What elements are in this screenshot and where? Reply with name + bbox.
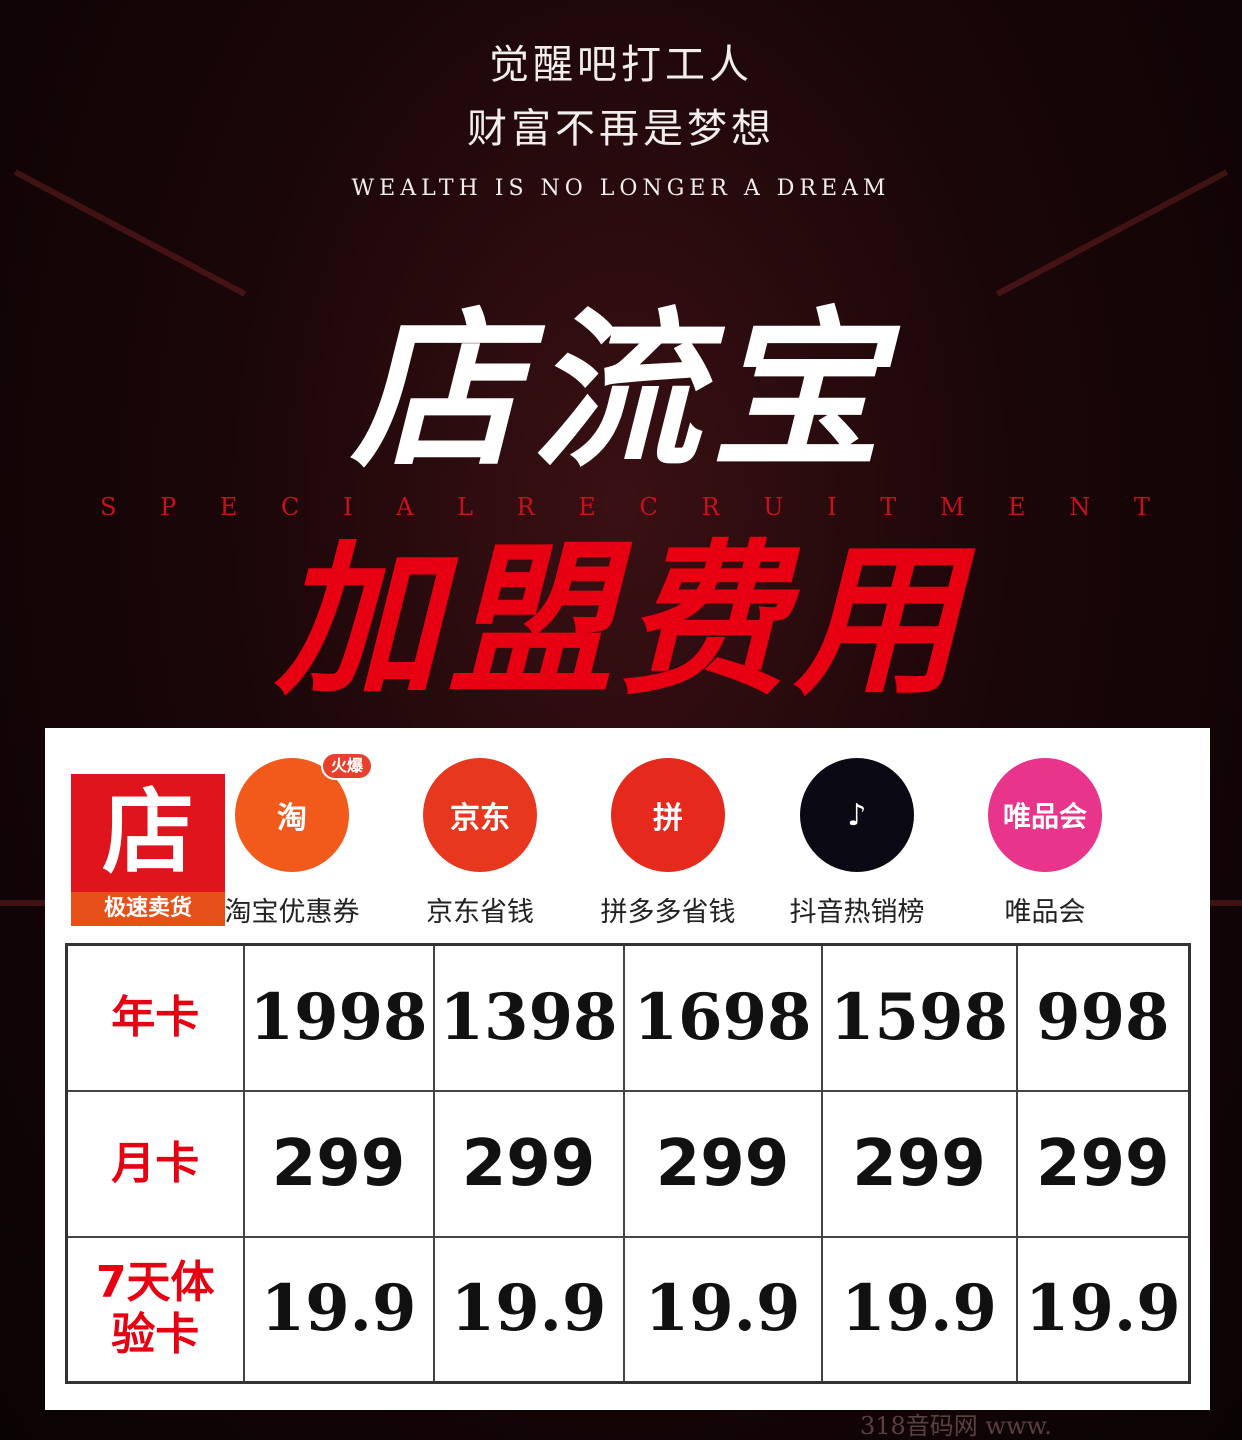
douyin-icon: ♪ bbox=[800, 758, 914, 872]
row-label: 7天体验卡 bbox=[65, 1235, 245, 1384]
subtitle-letter: E bbox=[1008, 493, 1026, 521]
table-row: 7天体验卡 19.9 19.9 19.9 19.9 19.9 bbox=[65, 1235, 1191, 1384]
subtitle-letter: A bbox=[396, 493, 414, 521]
subtitle-letter: R bbox=[701, 493, 720, 521]
icon-glyph: 唯品会 bbox=[1002, 800, 1087, 833]
icon-glyph: ♪ bbox=[847, 797, 867, 833]
platform-label: 淘宝优惠券 bbox=[224, 897, 360, 928]
subtitle-letter: S bbox=[100, 493, 117, 521]
brand-logo: 店 极速卖货 bbox=[71, 774, 225, 926]
price-table: 年卡 1998 1398 1698 1598 998 月卡 299 299 299 299 299 7天… bbox=[65, 943, 1191, 1384]
platform-label: 唯品会 bbox=[1004, 897, 1086, 928]
price-cell: 299 bbox=[1015, 1089, 1191, 1238]
table-row: 年卡 1998 1398 1698 1598 998 bbox=[65, 943, 1191, 1092]
watermark: 318音码网 www. bbox=[860, 1412, 1052, 1440]
subtitle-letter: T bbox=[1133, 493, 1150, 521]
platform-label: 拼多多省钱 bbox=[600, 897, 736, 928]
platform-label: 抖音热销榜 bbox=[789, 897, 925, 928]
subtitle-letter: U bbox=[763, 493, 784, 521]
platform-pinduoduo: 拼拼多多省钱 bbox=[578, 758, 758, 930]
platform-label: 京东省钱 bbox=[426, 897, 534, 928]
subtitle-letter: C bbox=[639, 493, 658, 521]
price-cell: 1698 bbox=[622, 943, 823, 1092]
icon-glyph: 拼 bbox=[653, 801, 683, 836]
subtitle-letter: E bbox=[219, 493, 238, 521]
vipshop-icon: 唯品会 bbox=[988, 758, 1102, 872]
platform-taobao: 淘火爆淘宝优惠券 bbox=[202, 752, 382, 930]
table-row: 月卡 299 299 299 299 299 bbox=[65, 1089, 1191, 1238]
subtitle-letter: L bbox=[457, 493, 474, 521]
price-cell: 1998 bbox=[242, 943, 435, 1092]
row-label: 年卡 bbox=[65, 943, 245, 1092]
slogan-line-1: 觉醒吧打工人 bbox=[489, 42, 753, 88]
price-cell: 19.9 bbox=[432, 1235, 625, 1384]
price-cell: 19.9 bbox=[242, 1235, 435, 1384]
product-title: 店流宝 bbox=[350, 293, 891, 491]
brand-tagline: 极速卖货 bbox=[71, 892, 225, 926]
slogan-line-2: 财富不再是梦想 bbox=[467, 106, 775, 152]
subtitle-letter: I bbox=[827, 493, 837, 521]
jd-icon: 京东 bbox=[423, 758, 537, 872]
price-cell: 1398 bbox=[432, 943, 625, 1092]
icon-glyph: 京东 bbox=[450, 801, 510, 836]
subtitle-letter: E bbox=[578, 493, 596, 521]
price-cell: 299 bbox=[820, 1089, 1018, 1238]
fee-title: 加盟费用 bbox=[275, 525, 967, 717]
row-label: 月卡 bbox=[65, 1089, 245, 1238]
price-cell: 299 bbox=[622, 1089, 823, 1238]
subtitle-letter: P bbox=[160, 493, 177, 521]
platform-jd: 京东 京东省钱 bbox=[390, 758, 570, 930]
platform-douyin: ♪ 抖音热销榜 bbox=[767, 758, 947, 930]
pinduoduo-icon: 拼 bbox=[611, 758, 725, 872]
hot-badge: 火爆 bbox=[320, 752, 373, 780]
subtitle-letter: I bbox=[343, 493, 353, 521]
price-cell: 19.9 bbox=[1015, 1235, 1191, 1384]
subtitle-letter: T bbox=[880, 493, 897, 521]
slogan-english: WEALTH IS NO LONGER A DREAM bbox=[351, 176, 891, 201]
subtitle-letter: N bbox=[1069, 493, 1091, 521]
brand-logo-char: 店 bbox=[101, 779, 194, 886]
price-cell: 998 bbox=[1015, 943, 1191, 1092]
subtitle-letter: C bbox=[281, 493, 300, 521]
price-cell: 1598 bbox=[820, 943, 1018, 1092]
price-cell: 19.9 bbox=[820, 1235, 1018, 1384]
price-cell: 19.9 bbox=[622, 1235, 823, 1384]
price-cell: 299 bbox=[242, 1089, 435, 1238]
subtitle-letter: R bbox=[516, 493, 535, 521]
subtitle-letter: M bbox=[939, 493, 965, 521]
price-cell: 299 bbox=[432, 1089, 625, 1238]
platform-vipshop: 唯品会 唯品会 bbox=[955, 758, 1135, 930]
icon-glyph: 淘 bbox=[277, 801, 307, 836]
price-card: 店 极速卖货 淘火爆 淘宝优惠券 京东 京东省钱拼拼多多省钱 ♪ 抖音热销榜 唯品会 唯品会 … bbox=[45, 728, 1210, 1410]
taobao-icon: 淘火爆 bbox=[235, 752, 373, 872]
